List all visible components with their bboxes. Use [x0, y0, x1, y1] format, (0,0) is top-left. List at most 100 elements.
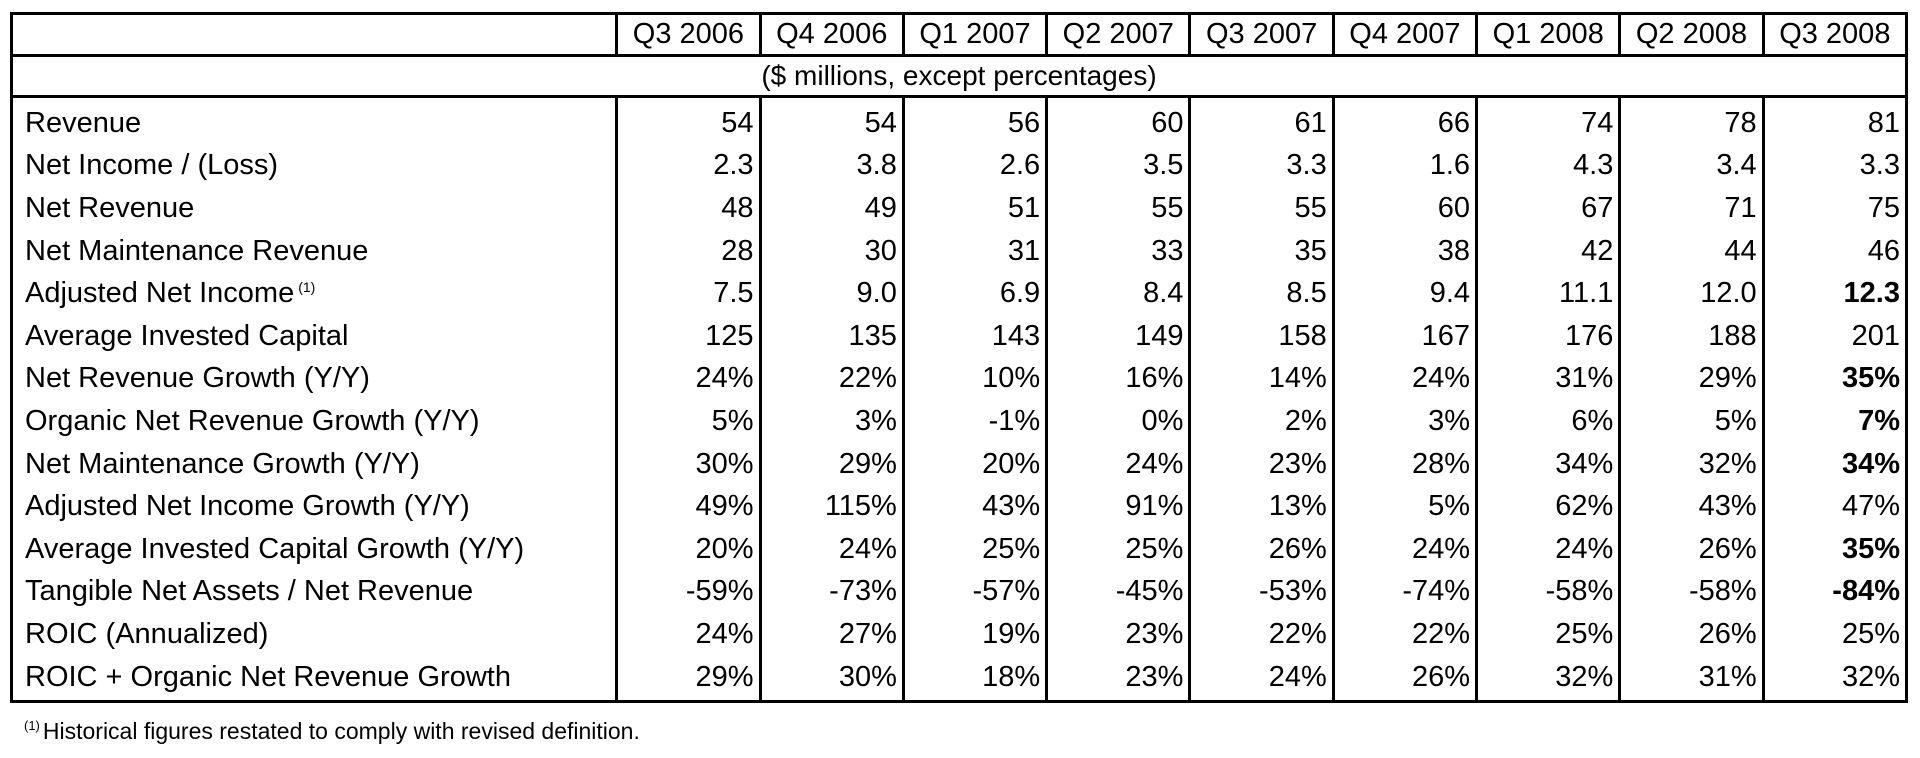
row-label-text: Tangible Net Assets / Net Revenue	[25, 575, 474, 608]
row-label-text: ROIC (Annualized)	[25, 617, 269, 650]
table-cell: 75	[1761, 187, 1909, 230]
table-row: Average Invested Capital Growth (Y/Y) 20%…	[9, 527, 1909, 571]
table-row: ROIC + Organic Net Revenue Growth 29% 30% 1…	[9, 655, 1909, 704]
column-header: Q2 2007	[1045, 12, 1192, 57]
table-cell: 22%	[1331, 613, 1479, 656]
table-cell: 43%	[1618, 485, 1765, 528]
table-cell: 201	[1761, 314, 1909, 358]
table-cell: 158	[1188, 314, 1335, 358]
row-label: ROIC (Annualized)	[9, 613, 619, 656]
row-label: Revenue	[9, 96, 619, 145]
column-header: Q3 2006	[615, 12, 762, 57]
table-cell: -73%	[758, 570, 905, 614]
table-cell: 31%	[1475, 357, 1622, 401]
row-label: Average Invested Capital Growth (Y/Y)	[9, 527, 619, 571]
table-cell: -53%	[1188, 570, 1335, 614]
table-cell: 49%	[615, 485, 762, 528]
table-cell: 31%	[1618, 655, 1765, 704]
row-label: Net Revenue	[9, 187, 619, 230]
table-cell: 55	[1188, 187, 1335, 230]
table-cell: 2%	[1188, 400, 1335, 443]
table-cell: 28%	[1331, 442, 1479, 486]
table-cell: 22%	[1188, 613, 1335, 656]
row-label: Tangible Net Assets / Net Revenue	[9, 570, 619, 614]
table-cell: 9.0	[758, 272, 905, 315]
table-cell: 62%	[1475, 485, 1622, 528]
table-cell: 35	[1188, 229, 1335, 273]
table-cell: 81	[1761, 96, 1909, 145]
row-label: Net Income / (Loss)	[9, 144, 619, 188]
table-cell: -59%	[615, 570, 762, 614]
table-cell: 24%	[758, 527, 905, 571]
table-cell: 26%	[1618, 613, 1765, 656]
table-cell: 35%	[1761, 527, 1909, 571]
table-cell: 23%	[1045, 655, 1192, 704]
column-header: Q4 2006	[758, 12, 905, 57]
table-cell: 115%	[758, 485, 905, 528]
table-row: Revenue 54 54 56 60 61 66 74 78 81	[9, 96, 1909, 145]
table-cell: 24%	[615, 613, 762, 656]
table-cell: 60	[1045, 96, 1192, 145]
footnote: (1) Historical figures restated to comply…	[24, 718, 640, 745]
table-cell: 61	[1188, 96, 1335, 145]
column-header: Q4 2007	[1331, 12, 1479, 57]
table-cell: 12.0	[1618, 272, 1765, 315]
table-cell: 25%	[1045, 527, 1192, 571]
table-cell: -1%	[901, 400, 1049, 443]
table-cell: 24%	[1331, 527, 1479, 571]
table-cell: 43%	[901, 485, 1049, 528]
table-cell: 28	[615, 229, 762, 273]
table-cell: 47%	[1761, 485, 1909, 528]
table-cell: 24%	[1045, 442, 1192, 486]
units-row: ($ millions, except percentages)	[10, 54, 1908, 98]
table-cell: 49	[758, 187, 905, 230]
row-label-text: Organic Net Revenue Growth (Y/Y)	[25, 404, 480, 437]
table-cell: 22%	[758, 357, 905, 401]
footnote-reference: (1)	[298, 279, 316, 296]
table-cell: 30	[758, 229, 905, 273]
row-label: Adjusted Net Income (1)	[9, 272, 619, 315]
table-cell: 5%	[1618, 400, 1765, 443]
footnote-text: Historical figures restated to comply wi…	[42, 718, 640, 744]
table-cell: 48	[615, 187, 762, 230]
table-cell: 2.3	[615, 144, 762, 188]
table-cell: 3.3	[1188, 144, 1335, 188]
table-cell: 4.3	[1475, 144, 1622, 188]
table-cell: -58%	[1475, 570, 1622, 614]
row-label: Average Invested Capital	[9, 314, 619, 358]
table-cell: 7%	[1761, 400, 1909, 443]
table-cell: 13%	[1188, 485, 1335, 528]
table-cell: 135	[758, 314, 905, 358]
table-row: Adjusted Net Income Growth (Y/Y) 49% 115% 4…	[9, 485, 1909, 528]
table-cell: 8.4	[1045, 272, 1192, 315]
table-row: Organic Net Revenue Growth (Y/Y) 5% 3% -1% 0…	[9, 400, 1909, 443]
table-cell: 71	[1618, 187, 1765, 230]
table-cell: 33	[1045, 229, 1192, 273]
table-body: Revenue 54 54 56 60 61 66 74 78 81 Net Income / (L…	[9, 96, 1909, 704]
table-cell: 3.4	[1618, 144, 1765, 188]
table-cell: 54	[615, 96, 762, 145]
table-cell: 6%	[1475, 400, 1622, 443]
column-header: Q3 2007	[1188, 12, 1335, 57]
table-cell: 56	[901, 96, 1049, 145]
table-cell: 24%	[1331, 357, 1479, 401]
table-cell: -45%	[1045, 570, 1192, 614]
table-cell: 6.9	[901, 272, 1049, 315]
table-cell: 32%	[1475, 655, 1622, 704]
table-cell: 30%	[615, 442, 762, 486]
table-cell: 51	[901, 187, 1049, 230]
table-cell: 30%	[758, 655, 905, 704]
table-cell: 10%	[901, 357, 1049, 401]
table-cell: 42	[1475, 229, 1622, 273]
table-cell: 29%	[758, 442, 905, 486]
table-cell: 1.6	[1331, 144, 1479, 188]
table-cell: 176	[1475, 314, 1622, 358]
table-cell: 55	[1045, 187, 1192, 230]
row-label-text: Revenue	[25, 106, 142, 139]
table-cell: 5%	[615, 400, 762, 443]
table-cell: 8.5	[1188, 272, 1335, 315]
row-label-text: ROIC + Organic Net Revenue Growth	[25, 660, 511, 693]
table-cell: -57%	[901, 570, 1049, 614]
column-header: Q1 2007	[901, 12, 1049, 57]
table-row: Net Revenue 48 49 51 55 55 60 67 71 75	[9, 187, 1909, 230]
